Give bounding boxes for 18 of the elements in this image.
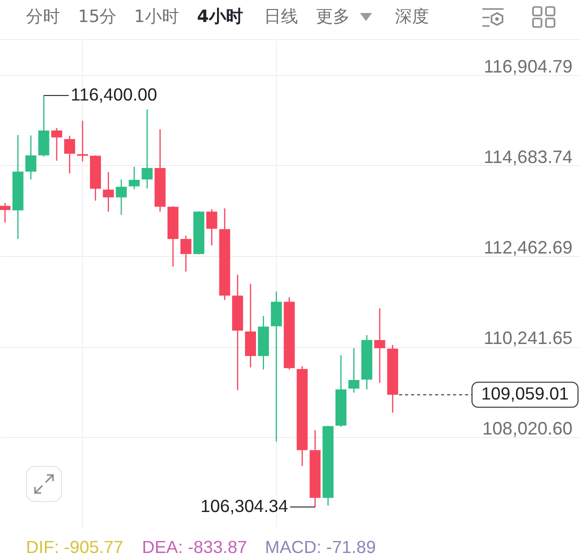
annotation: 106,304.34 xyxy=(200,496,288,516)
y-tick-label: 110,241.65 xyxy=(484,328,572,348)
text: 深度 xyxy=(395,6,429,28)
text: DEA: -833.87 xyxy=(142,537,248,558)
text: 更多 xyxy=(316,6,350,28)
y-tick-label: 112,462.69 xyxy=(484,237,572,258)
y-tick-label: 114,683.74 xyxy=(484,146,572,167)
text: MACD: -71.89 xyxy=(265,537,376,558)
ref-line-label: 109,059.01 xyxy=(481,384,569,404)
text: 4小时 xyxy=(197,6,243,28)
text: 15分 xyxy=(78,6,117,28)
text: DIF: -905.77 xyxy=(26,537,124,558)
text: 分时 xyxy=(26,6,60,28)
annotation: 116,400.00 xyxy=(70,84,158,104)
text: 日线 xyxy=(264,6,298,28)
y-tick-label: 116,904.79 xyxy=(484,56,572,76)
text: 1小时 xyxy=(134,6,179,28)
y-tick-label: 108,020.60 xyxy=(482,418,572,439)
